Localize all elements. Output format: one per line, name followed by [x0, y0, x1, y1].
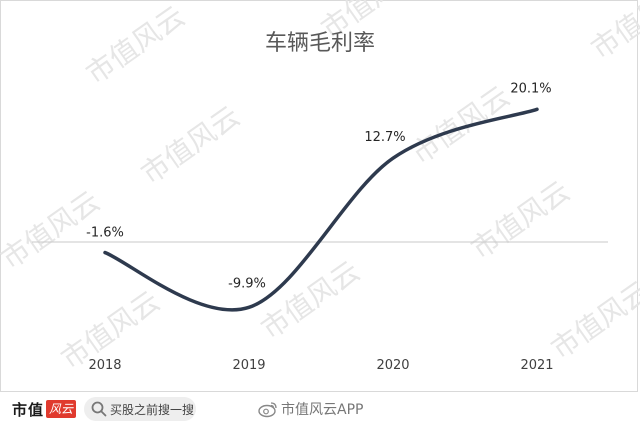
- chart-title: 车辆毛利率: [265, 31, 375, 56]
- footer-bar: 市值 风云 买股之前搜一搜 市值风云APP: [0, 392, 640, 427]
- data-label: 20.1%: [510, 81, 551, 96]
- watermark-text: 市值风云: [80, 0, 191, 91]
- search-icon: [91, 401, 107, 417]
- chart-frame: [0, 0, 638, 392]
- brand-text: 市值: [12, 400, 45, 419]
- x-axis-ticks: 2018 2019 2020 2021: [88, 358, 553, 373]
- watermark-text: 市值风云: [135, 99, 246, 190]
- watermark-text: 市值风云: [545, 274, 640, 365]
- weibo-handle[interactable]: 市值风云APP: [258, 399, 363, 419]
- watermark-text: 市值风云: [405, 79, 516, 170]
- brand-mark: 风云: [46, 400, 77, 418]
- data-labels: -1.6% -9.9% 12.7% 20.1%: [86, 81, 552, 291]
- series-line: [103, 107, 539, 312]
- search-box[interactable]: 买股之前搜一搜: [84, 397, 196, 421]
- x-tick-label: 2020: [376, 358, 409, 373]
- weibo-icon: [258, 402, 277, 418]
- watermark-text: 市值风云: [255, 254, 366, 345]
- brand-logo: 市值 风云: [12, 398, 77, 420]
- watermark-text: 市值风云: [465, 174, 576, 265]
- data-label: 12.7%: [364, 130, 405, 145]
- search-placeholder: 买股之前搜一搜: [110, 402, 195, 417]
- x-tick-label: 2019: [232, 358, 265, 373]
- data-label: -9.9%: [228, 276, 266, 291]
- x-tick-label: 2021: [520, 358, 553, 373]
- watermark-text: 市值风云: [585, 0, 640, 66]
- data-label: -1.6%: [86, 226, 124, 241]
- x-tick-label: 2018: [88, 358, 121, 373]
- weibo-handle-text: 市值风云APP: [281, 402, 364, 418]
